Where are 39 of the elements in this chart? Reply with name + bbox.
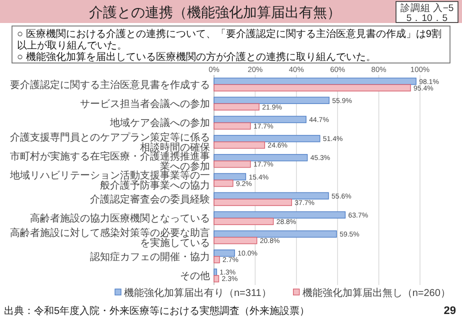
bar bbox=[214, 192, 329, 200]
y-tick-label: 要介護認定に関する主治医意見書を作成する bbox=[10, 79, 210, 92]
legend-label: 機能強化加算届出有り（n=311） bbox=[124, 287, 272, 299]
legend-label: 機能強化加算届出無し（n=260） bbox=[302, 287, 450, 299]
text: ○ 機能強化加算を届出している医療機関の方が介護との連携に取り組んでいた。 bbox=[17, 51, 376, 63]
y-tick-label: サービス担当者会議への参加 bbox=[80, 98, 210, 110]
doc-id: 診調組 入−5 5．10．5 bbox=[396, 1, 458, 24]
bar bbox=[214, 198, 292, 206]
bar bbox=[214, 268, 218, 276]
chart-title: 介護との連携（機能強化加算届出有無） bbox=[89, 4, 341, 20]
bar bbox=[214, 116, 306, 124]
bar bbox=[214, 173, 246, 180]
bar bbox=[214, 78, 416, 85]
y-tick-label: 地域ケア会議への参加 bbox=[109, 117, 210, 130]
bar bbox=[214, 141, 266, 149]
y-tick-label: 高齢者施設の協力医療機関となっている bbox=[30, 212, 210, 225]
bar bbox=[214, 250, 235, 257]
bar bbox=[214, 154, 308, 162]
bar bbox=[214, 96, 330, 104]
y-tick-label: 地域リハビリテーション活動支援事業等の一般介護予防事業への協力 bbox=[9, 170, 210, 192]
bar bbox=[214, 160, 251, 168]
source-note: 出典：令和5年度入院・外来医療等における実態調査（外来施設票） bbox=[4, 305, 310, 317]
text: ○ 医療機関における介護との連携について、「要介護認定に関する主治医意見書の作成」は9割以上が取り組んでいた。 bbox=[17, 28, 442, 52]
text: 29 bbox=[444, 305, 456, 317]
bar bbox=[214, 180, 234, 187]
y-tick-label: その他 bbox=[180, 270, 210, 282]
y-tick-label: 介護認定審査会の委員経験 bbox=[90, 194, 210, 206]
bar bbox=[214, 134, 320, 142]
bar bbox=[214, 256, 220, 264]
bar bbox=[214, 103, 260, 110]
bar bbox=[214, 211, 346, 219]
bar bbox=[214, 122, 251, 130]
bar bbox=[214, 236, 258, 244]
y-tick-label: 認知症カフェの開催・協力 bbox=[90, 250, 210, 263]
bar bbox=[214, 218, 274, 226]
bar bbox=[214, 230, 337, 238]
bar bbox=[214, 84, 411, 92]
y-tick-label: 高齢者施設に対して感染対策等の必要な助言を実施している bbox=[10, 226, 210, 249]
bar bbox=[214, 275, 220, 282]
